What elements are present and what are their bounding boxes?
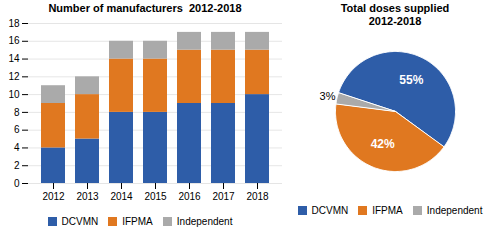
svg-text:8: 8 xyxy=(14,107,20,118)
svg-text:12: 12 xyxy=(8,71,20,82)
svg-text:2013: 2013 xyxy=(76,191,99,202)
html-text:Independent: Independent xyxy=(176,216,233,227)
svg-text:2015: 2015 xyxy=(144,191,167,202)
svg-text:0: 0 xyxy=(14,178,20,189)
html-text:Independent: Independent xyxy=(426,205,483,216)
html-text:IFPMA: IFPMA xyxy=(372,205,403,216)
svg-text:6: 6 xyxy=(14,124,20,135)
html-text:DCVMN: DCVMN xyxy=(61,216,99,227)
svg-text:2016: 2016 xyxy=(178,191,201,202)
svg-text:2: 2 xyxy=(14,160,20,171)
svg-text:55%: 55% xyxy=(399,73,423,87)
svg-text:18: 18 xyxy=(8,18,20,29)
html-text:Number of manufacturers 2012-2: Number of manufacturers 2012-2018 xyxy=(48,2,242,14)
svg-text:16: 16 xyxy=(8,35,20,46)
svg-text:2017: 2017 xyxy=(212,191,235,202)
svg-text:14: 14 xyxy=(8,53,20,64)
svg-text:10: 10 xyxy=(8,89,20,100)
svg-text:2012: 2012 xyxy=(42,191,65,202)
svg-text:2018: 2018 xyxy=(246,191,269,202)
html-text:DCVMN: DCVMN xyxy=(311,205,349,216)
html-text:IFPMA: IFPMA xyxy=(122,216,153,227)
svg-text:2014: 2014 xyxy=(110,191,133,202)
svg-text:3%: 3% xyxy=(320,90,336,102)
svg-text:4: 4 xyxy=(14,142,20,153)
svg-text:42%: 42% xyxy=(371,137,395,151)
html-text:Total doses supplied 2012-2018: Total doses supplied 2012-2018 xyxy=(340,2,450,27)
